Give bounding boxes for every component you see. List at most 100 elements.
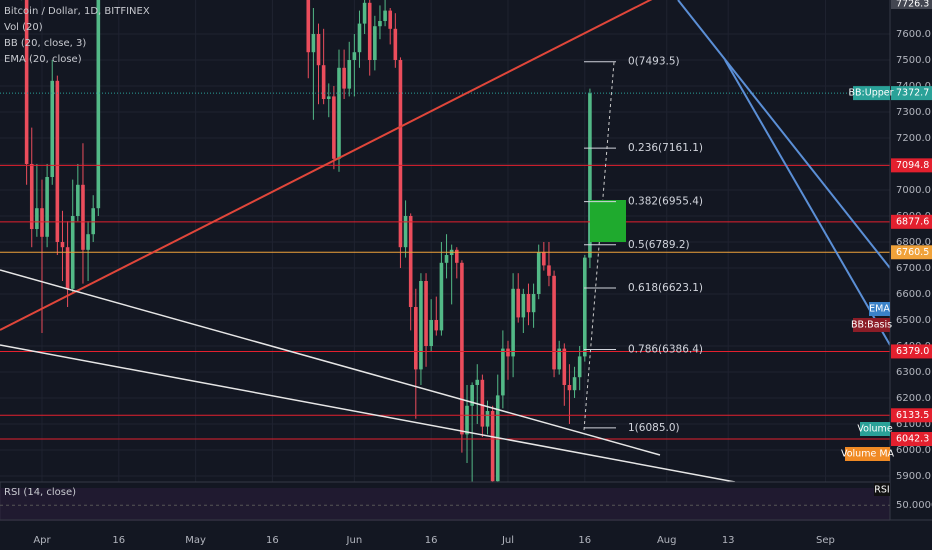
x-tick-label: 16 xyxy=(266,535,279,546)
candle-body xyxy=(434,319,439,331)
candle-body xyxy=(326,96,331,100)
y-tick-label: 7200.0 xyxy=(896,133,931,144)
x-tick-label: 16 xyxy=(425,535,438,546)
candle-body xyxy=(526,293,531,313)
candle-body xyxy=(96,0,101,209)
channel-line xyxy=(724,59,890,346)
indicator-tag-label: Volume MA xyxy=(841,449,895,460)
price-tag-label: 6877.6 xyxy=(896,216,929,227)
indicator-tag xyxy=(853,318,890,332)
candle-body xyxy=(81,184,85,250)
candle-body xyxy=(306,0,311,53)
fib-label: 0.236(7161.1) xyxy=(628,142,703,154)
y-tick-label: 6800.0 xyxy=(896,237,931,248)
rsi-tick-label: 50.0000 xyxy=(896,500,932,511)
fib-label: 0.5(6789.2) xyxy=(628,239,690,251)
y-tick-label: 7500.0 xyxy=(896,55,931,66)
fib-label: 0.382(6955.4) xyxy=(628,196,703,208)
candle-body xyxy=(536,252,541,294)
price-tag-label: 7726.3 xyxy=(896,0,929,10)
candle-body xyxy=(414,306,418,370)
y-tick-label: 7000.0 xyxy=(896,185,931,196)
candle-body xyxy=(311,34,316,53)
candle-body xyxy=(316,34,321,66)
candle-body xyxy=(347,60,352,89)
fib-trend xyxy=(583,61,615,431)
candle-body xyxy=(577,356,582,378)
y-tick-label: 6500.0 xyxy=(896,315,931,326)
x-tick-label: 13 xyxy=(722,535,735,546)
indicator-tag-label: EMA xyxy=(869,304,890,315)
candle-body xyxy=(582,257,587,357)
indicator-legend: Vol (20) xyxy=(4,22,43,33)
price-tag-label: 6760.5 xyxy=(896,247,929,258)
candle-body xyxy=(516,288,521,318)
candle-body xyxy=(562,348,567,385)
y-tick-label: 5900.0 xyxy=(896,471,931,482)
highlight-box xyxy=(590,200,626,242)
grid xyxy=(0,0,890,520)
x-tick-label: Aug xyxy=(657,535,677,546)
trend-line xyxy=(0,269,661,456)
candle-body xyxy=(60,242,65,248)
candle-body xyxy=(419,280,423,370)
x-tick-label: May xyxy=(185,535,206,546)
candle-body xyxy=(547,265,551,276)
y-tick-label: 7300.0 xyxy=(896,107,931,118)
price-tag-label: 6379.0 xyxy=(896,346,929,357)
price-tag xyxy=(891,408,932,423)
indicator-tag xyxy=(845,447,890,461)
price-tag xyxy=(891,158,932,173)
candle-body xyxy=(588,93,592,258)
candle-body xyxy=(321,65,326,100)
plot xyxy=(0,0,890,482)
x-tick-label: Jun xyxy=(346,535,363,546)
indicator-tag xyxy=(860,422,890,436)
candle-body xyxy=(362,2,367,24)
y-tick-label: 6000.0 xyxy=(896,445,931,456)
x-tick-label: 16 xyxy=(578,535,591,546)
trend-line xyxy=(0,344,736,482)
indicator-tag-label: BB:Upper xyxy=(849,88,894,99)
indicator-tag xyxy=(853,86,890,101)
fib: 0(7493.5) 0.236(7161.1) 0.382(6955.4) 0.5(6… xyxy=(584,56,703,434)
price-tag-label: 6133.5 xyxy=(896,410,929,421)
candle-body xyxy=(40,208,44,237)
indicator-tag-label: BB:Basis xyxy=(851,320,892,331)
y-tick-label: 6100.0 xyxy=(896,419,931,430)
price-tag xyxy=(891,0,932,9)
price-tag xyxy=(891,245,932,260)
candle-body xyxy=(357,23,362,53)
candle-body xyxy=(24,0,29,165)
symbol-title: Bitcoin / Dollar, 1D, BITFINEX xyxy=(4,6,150,17)
candle-body xyxy=(408,216,413,307)
candle-body xyxy=(76,184,80,217)
price-tag-label: 7094.8 xyxy=(896,160,929,171)
candle-body xyxy=(332,96,336,159)
price-tag xyxy=(891,344,932,359)
rsi-tag-label: RSI xyxy=(874,485,889,496)
fib-label: 0.618(6623.1) xyxy=(628,282,703,294)
candle-body xyxy=(403,216,408,248)
candle-body xyxy=(531,293,536,313)
candle-body xyxy=(490,410,495,482)
y-tick-label: 6600.0 xyxy=(896,289,931,300)
candle-body xyxy=(398,60,403,248)
x-tick-label: 16 xyxy=(112,535,125,546)
candle-body xyxy=(91,208,95,235)
candle-body xyxy=(429,319,433,346)
rsi-band xyxy=(0,488,890,521)
candle-body xyxy=(485,410,490,427)
candle-body xyxy=(55,80,60,243)
fib-label: 0.786(6386.4) xyxy=(628,344,703,356)
indicator-legend: EMA (20, close) xyxy=(4,54,82,65)
candle-body xyxy=(388,10,393,29)
candle-body xyxy=(337,67,341,159)
channel-line xyxy=(677,0,890,269)
candle-body xyxy=(506,348,510,357)
candle-body xyxy=(383,10,387,22)
y-tick-label: 6700.0 xyxy=(896,263,931,274)
candle-body xyxy=(393,28,398,61)
